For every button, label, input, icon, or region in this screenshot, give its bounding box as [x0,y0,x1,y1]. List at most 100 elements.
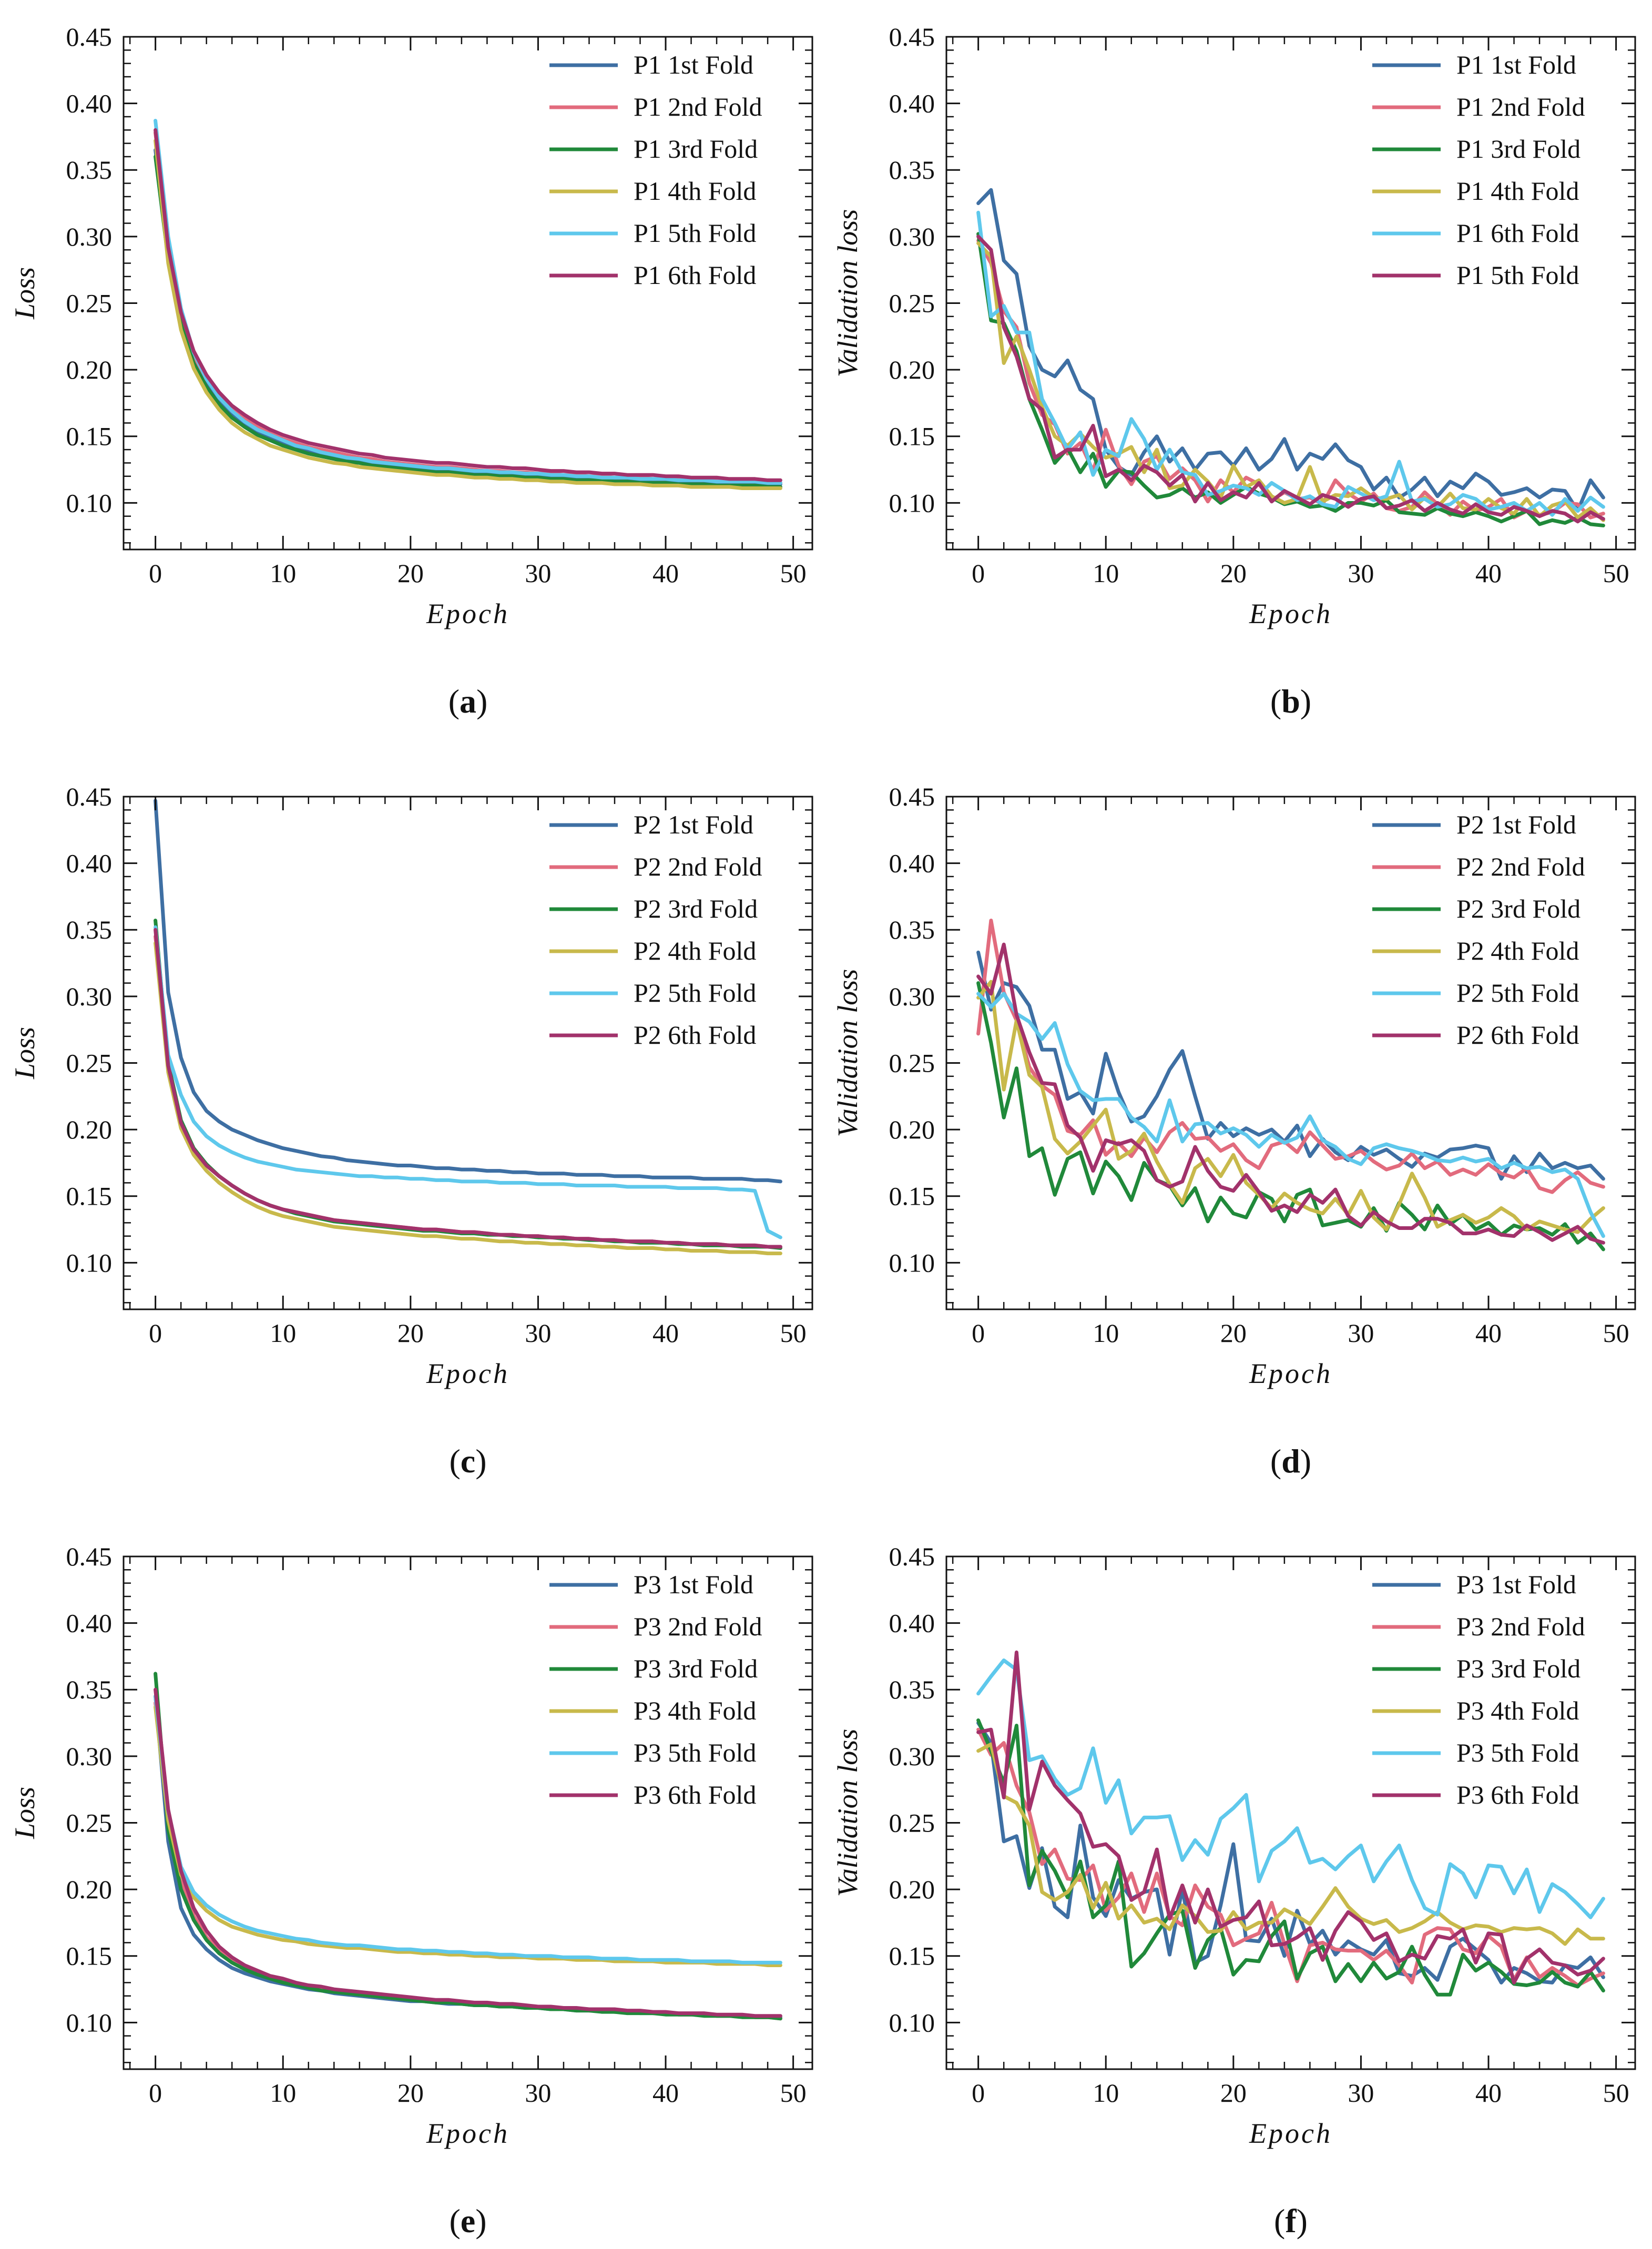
legend-label: P2 3rd Fold [634,894,758,923]
legend-label: P2 4th Fold [1456,936,1579,965]
plot-frame [123,1555,813,2070]
legend-label: P1 5th Fold [1456,260,1579,290]
series-line-p3-4th-fold [154,1705,782,1967]
series-line-p2-4th-fold [154,941,782,1256]
panel-c: 0 10 20 30 40 50 0.10 0.15 0.20 0.25 0.30 0.35 0.40 0… [9,782,813,1480]
x-tick-label: 30 [1348,558,1374,588]
y-tick-label: 0.30 [66,222,113,251]
series-line-p1-6th-fold [154,128,782,482]
y-axis-label: Loss [9,1787,40,1839]
x-tick-label: 0 [972,1318,985,1348]
series-line-p1-1st-fold [976,188,1605,513]
legend: P1 1st Fold P1 2nd Fold P1 3rd Fold P1 4th … [549,50,762,290]
legend-label: P2 5th Fold [1456,978,1579,1008]
x-tick-label: 20 [1220,1318,1247,1348]
series-line-p2-6th-fold [154,928,782,1249]
y-tick-label: 0.45 [889,1542,935,1571]
x-tick-label: 10 [1093,1318,1119,1348]
y-axis-label: Loss [9,267,40,320]
x-tick-label: 20 [1220,2078,1247,2108]
plot-frame [123,36,813,551]
caption-letter: b [1281,683,1300,720]
y-tick-label: 0.25 [889,288,935,318]
series-line-p3-5th-fold [154,1694,782,1965]
x-tick-label: 30 [1348,1318,1374,1348]
y-tick-label: 0.10 [889,2008,935,2037]
legend-label: P3 5th Fold [634,1738,756,1767]
caption-letter: f [1285,2202,1297,2240]
legend-label: P1 1st Fold [1456,50,1576,79]
x-tick-label: 50 [1603,1318,1629,1348]
legend-label: P2 1st Fold [634,810,753,839]
x-tick-label: 20 [397,558,424,588]
legend-label: P3 2nd Fold [634,1612,762,1641]
series-line-p3-5th-fold [976,1658,1605,1919]
x-tick-label: 30 [1348,2078,1374,2108]
y-tick-label: 0.45 [66,22,113,52]
y-tick-label: 0.15 [66,1941,113,1971]
caption-close-paren: ) [475,1442,486,1480]
series-group [154,119,782,490]
x-tick-label: 40 [652,2078,679,2108]
series-line-p3-1st-fold [976,1721,1605,1985]
y-tick-label: 0.20 [889,1115,935,1144]
y-tick-label: 0.20 [889,355,935,384]
y-tick-label: 0.25 [889,1808,935,1837]
x-axis-label: Epoch [1249,598,1332,629]
legend: P2 1st Fold P2 2nd Fold P2 3rd Fold P2 4th … [549,810,762,1050]
series-group [154,799,782,1256]
legend-label: P2 6th Fold [1456,1020,1579,1050]
panel-caption: (a) [448,683,488,720]
y-tick-label: 0.20 [66,355,113,384]
caption-close-paren: ) [475,2202,486,2240]
caption-close-paren: ) [1300,683,1311,720]
series-line-p2-2nd-fold [976,919,1605,1194]
series-line-p2-4th-fold [976,980,1605,1234]
legend: P2 1st Fold P2 2nd Fold P2 3rd Fold P2 4th … [1372,810,1585,1050]
caption-letter: d [1281,1442,1300,1480]
x-tick-label: 0 [972,558,985,588]
legend-label: P1 4th Fold [1456,176,1579,206]
panel-d: 0 10 20 30 40 50 0.10 0.15 0.20 0.25 0.30 0.35 0.40 0… [832,782,1636,1480]
x-tick-label: 30 [525,2078,551,2108]
caption-letter: a [460,683,476,720]
caption-open-paren: ( [1274,2202,1285,2240]
x-tick-label: 20 [397,1318,424,1348]
y-axis-label: Validation loss [832,969,863,1137]
y-tick-label: 0.35 [66,915,113,944]
legend-label: P1 1st Fold [634,50,753,79]
series-line-p2-6th-fold [976,942,1605,1245]
x-axis-label: Epoch [1249,2118,1332,2149]
legend-label: P1 2nd Fold [1456,92,1585,121]
x-tick-label: 0 [149,558,162,588]
legend: P1 1st Fold P1 2nd Fold P1 3rd Fold P1 4th … [1372,50,1585,290]
panel-b: 0 10 20 30 40 50 0.10 0.15 0.20 0.25 0.30 0.35 0.40 0… [832,22,1636,720]
legend-label: P2 2nd Fold [1456,852,1585,881]
series-line-p3-4th-fold [976,1742,1605,1946]
legend-label: P3 6th Fold [634,1780,756,1809]
y-tick-label: 0.40 [66,89,113,118]
x-tick-label: 10 [270,2078,296,2108]
series-line-p3-3rd-fold [976,1718,1605,1997]
series-line-p2-5th-fold [154,925,782,1239]
panel-f: 0 10 20 30 40 50 0.10 0.15 0.20 0.25 0.30 0.35 0.40 0… [832,1542,1636,2240]
legend-label: P3 5th Fold [1456,1738,1579,1767]
legend-label: P3 3rd Fold [634,1654,758,1683]
x-tick-label: 50 [1603,2078,1629,2108]
y-tick-label: 0.45 [66,782,113,811]
legend-label: P1 3rd Fold [1456,134,1580,164]
series-line-p1-5th-fold [976,235,1605,524]
series-group [976,1650,1605,1997]
caption-close-paren: ) [476,683,487,720]
x-axis-label: Epoch [426,598,509,629]
legend-label: P3 3rd Fold [1456,1654,1580,1683]
legend-label: P2 5th Fold [634,978,756,1008]
y-tick-label: 0.10 [66,1248,113,1277]
y-tick-label: 0.20 [66,1115,113,1144]
x-axis-label: Epoch [426,1358,509,1389]
series-line-p1-3rd-fold [976,232,1605,527]
y-tick-label: 0.25 [66,288,113,318]
x-tick-label: 40 [1475,1318,1502,1348]
y-tick-label: 0.10 [66,2008,113,2037]
